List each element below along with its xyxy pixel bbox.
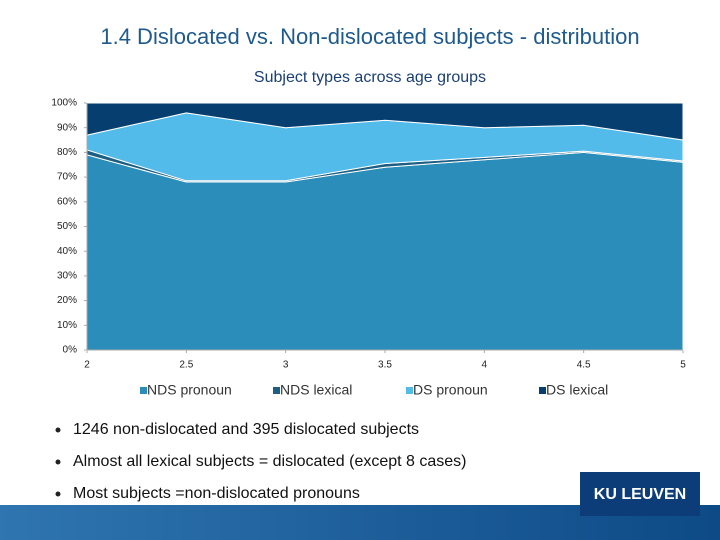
y-tick-label: 20% (57, 295, 77, 306)
legend-swatch (406, 387, 413, 394)
logo-box (580, 472, 700, 516)
x-tick-label: 5 (680, 360, 686, 371)
legend-label: NDS pronoun (147, 382, 232, 398)
bullet-dot (55, 427, 61, 433)
y-tick-label: 60% (57, 196, 77, 207)
chart: 0% 10% 20% 30% 40% 50% 60% 70% 80% 90% 100% 2 2.5 3 3.… (51, 98, 686, 398)
y-tick-label: 50% (57, 221, 77, 232)
bullet-text: Most subjects =non-dislocated pronouns (73, 485, 360, 502)
y-tick-label: 10% (57, 320, 77, 331)
x-tick-label: 4 (482, 360, 488, 371)
legend-swatch (273, 387, 280, 394)
x-tick-label: 2.5 (179, 360, 193, 371)
y-tick-label: 80% (57, 147, 77, 158)
x-tick-label: 2 (84, 360, 90, 371)
x-tick-label: 4.5 (577, 360, 591, 371)
bullet-list: 1246 non-dislocated and 395 dislocated s… (55, 421, 467, 502)
bullet-dot (55, 459, 61, 465)
legend-swatch (140, 387, 147, 394)
logo: KU LEUVEN (594, 486, 686, 503)
y-tick-label: 0% (63, 345, 78, 356)
y-tick-label: 100% (51, 98, 77, 109)
bullet-text: Almost all lexical subjects = dislocated… (73, 453, 467, 470)
legend-label: DS lexical (546, 382, 608, 398)
y-tick-label: 70% (57, 172, 77, 183)
slide-title: 1.4 Dislocated vs. Non-dislocated subjec… (100, 24, 639, 49)
area (86, 102, 684, 141)
bullet-dot (55, 491, 61, 497)
x-tick-label: 3 (283, 360, 289, 371)
legend-label: NDS lexical (280, 382, 352, 398)
y-tick-label: 30% (57, 271, 77, 282)
y-tick-label: 90% (57, 122, 77, 133)
legend-label: DS pronoun (413, 382, 488, 398)
bullet-text: 1246 non-dislocated and 395 dislocated s… (73, 421, 419, 438)
legend-swatch (539, 387, 546, 394)
y-tick-label: 40% (57, 246, 77, 257)
chart-title: Subject types across age groups (254, 69, 486, 86)
x-tick-label: 3.5 (378, 360, 392, 371)
area (86, 151, 684, 351)
